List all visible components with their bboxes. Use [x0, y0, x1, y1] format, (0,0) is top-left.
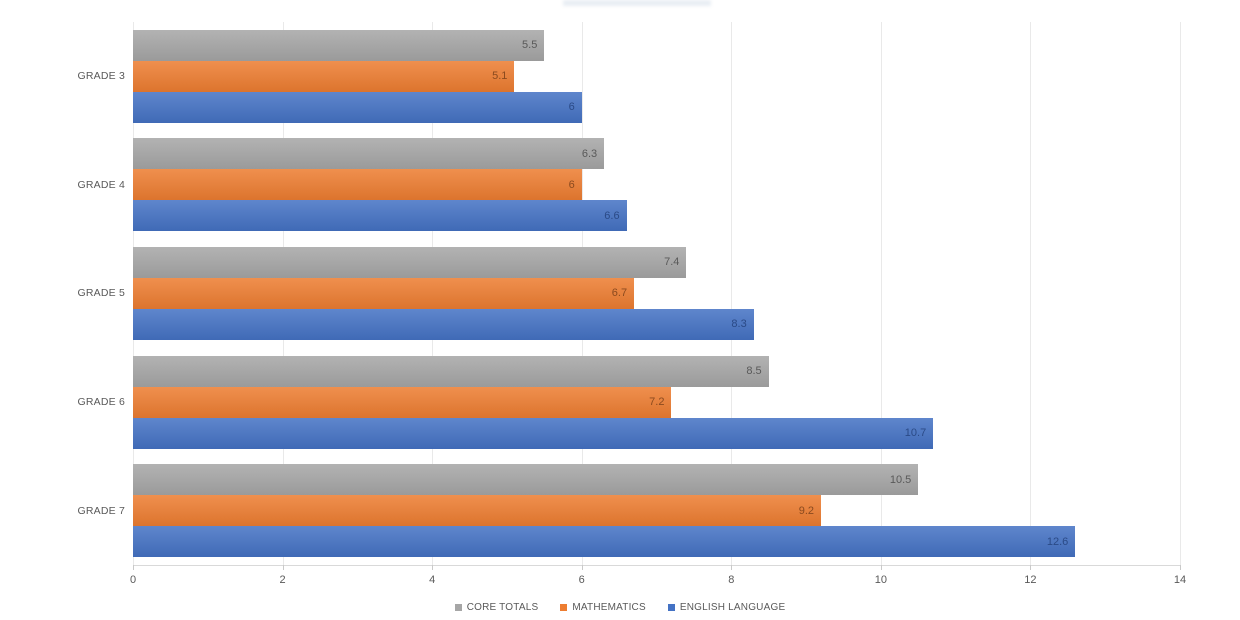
- category-label-grade-7: GRADE 7: [77, 504, 125, 517]
- x-axis-tick: [581, 565, 583, 570]
- data-label: 10.7: [904, 427, 927, 440]
- legend-label: ENGLISH LANGUAGE: [679, 601, 786, 613]
- category-label-grade-3: GRADE 3: [77, 70, 125, 83]
- gridline: [880, 22, 882, 565]
- data-label: 6: [568, 101, 575, 114]
- bar-group-grade-5: 7.4 6.7 8.3: [133, 239, 1180, 348]
- legend-swatch-mathematics: [560, 603, 568, 611]
- bar-mathematics-grade-7: 9.2: [133, 495, 822, 527]
- x-tick-label: 12: [1024, 574, 1037, 586]
- bar-mathematics-grade-5: 6.7: [133, 277, 635, 309]
- x-tick-label: 4: [429, 574, 436, 586]
- data-label: 10.5: [889, 473, 912, 486]
- data-label: 9.2: [798, 504, 815, 517]
- bar-group-grade-6: 8.5 7.2 10.7: [133, 348, 1180, 457]
- gridline: [1180, 22, 1181, 565]
- data-label: 7.2: [649, 396, 665, 409]
- legend-item-english-language: ENGLISH LANGUAGE: [667, 601, 786, 613]
- clipped-chart-title: [563, 0, 711, 6]
- bar-mathematics-grade-3: 5.1: [133, 60, 515, 92]
- bar-english-language-grade-5: 8.3: [133, 308, 754, 340]
- plot-area: 5.5 5.1 6 6.3 6 6.6 7.4 6.7 8.3 8.5 7.2 10.7 10.5 9.2…: [133, 22, 1181, 566]
- category-label-grade-5: GRADE 5: [77, 287, 125, 300]
- x-tick-label: 10: [874, 574, 887, 586]
- bar-core-totals-grade-4: 6.3: [133, 138, 605, 170]
- bar-core-totals-grade-7: 10.5: [133, 464, 919, 496]
- x-axis-tick: [1180, 565, 1181, 570]
- bar-group-grade-7: 10.5 9.2 12.6: [133, 456, 1180, 565]
- legend: CORE TOTALS MATHEMATICS ENGLISH LANGUAGE: [0, 599, 1240, 615]
- bar-groups: 5.5 5.1 6 6.3 6 6.6 7.4 6.7 8.3 8.5 7.2 10.7 10.5 9.2…: [133, 22, 1180, 565]
- bar-core-totals-grade-6: 8.5: [133, 355, 769, 387]
- category-label-grade-6: GRADE 6: [77, 396, 125, 409]
- data-label: 7.4: [664, 256, 680, 269]
- x-axis-tick: [432, 565, 434, 570]
- data-label: 5.1: [492, 70, 508, 83]
- x-tick-label: 6: [578, 574, 585, 586]
- legend-item-mathematics: MATHEMATICS: [560, 602, 646, 613]
- gridline: [731, 22, 733, 565]
- x-tick-label: 14: [1173, 574, 1187, 586]
- x-tick-label: 8: [728, 574, 735, 586]
- x-axis-tick: [880, 565, 882, 570]
- data-label: 6: [568, 178, 575, 191]
- legend-label: CORE TOTALS: [466, 601, 539, 613]
- x-axis-tick: [731, 565, 733, 570]
- data-label: 8.3: [731, 318, 747, 331]
- data-label: 12.6: [1046, 535, 1069, 548]
- category-label-grade-4: GRADE 4: [77, 178, 125, 191]
- data-label: 8.5: [746, 365, 762, 378]
- x-tick-label: 2: [279, 574, 286, 586]
- gridline: [1030, 22, 1032, 565]
- bar-mathematics-grade-6: 7.2: [133, 386, 672, 418]
- bar-core-totals-grade-5: 7.4: [133, 246, 687, 278]
- x-tick-label: 0: [129, 574, 137, 586]
- x-axis-tick: [1030, 565, 1032, 570]
- data-label: 6.7: [611, 287, 628, 300]
- bar-english-language-grade-3: 6: [133, 91, 582, 123]
- data-label: 6.3: [581, 147, 598, 160]
- y-axis-category-labels: GRADE 3 GRADE 4 GRADE 5 GRADE 6 GRADE 7: [0, 22, 125, 565]
- data-label: 5.5: [522, 39, 538, 52]
- bar-group-grade-3: 5.5 5.1 6: [133, 22, 1180, 131]
- bar-core-totals-grade-3: 5.5: [133, 29, 545, 61]
- legend-item-core-totals: CORE TOTALS: [454, 601, 539, 613]
- bar-english-language-grade-4: 6.6: [133, 200, 627, 232]
- x-axis-tick: [133, 565, 134, 570]
- legend-label: MATHEMATICS: [572, 601, 646, 613]
- bar-group-grade-4: 6.3 6 6.6: [133, 131, 1180, 240]
- bar-mathematics-grade-4: 6: [133, 169, 582, 201]
- bar-english-language-grade-7: 12.6: [133, 526, 1076, 558]
- legend-swatch-core-totals: [454, 603, 462, 611]
- legend-swatch-english-language: [667, 603, 675, 611]
- x-axis-tick: [282, 565, 284, 570]
- bar-english-language-grade-6: 10.7: [133, 417, 934, 449]
- x-axis: 0 2 4 6 8 10 12 14: [129, 565, 1186, 595]
- data-label: 6.6: [604, 209, 620, 222]
